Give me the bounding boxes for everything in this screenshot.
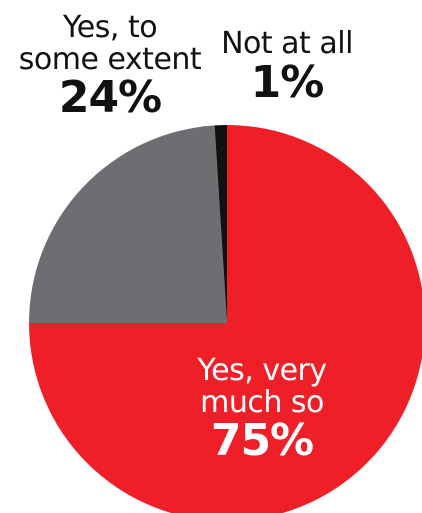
slice-label-some-extent: Yes, to some extent 24% <box>10 12 210 121</box>
slice-label-very-much-line-1: Yes, very <box>197 353 327 388</box>
pie-slice-not-at-all <box>214 125 227 323</box>
slice-value-not-at-all: 1% <box>250 56 325 108</box>
slice-label-not-at-all: Not at all 1% <box>212 28 362 106</box>
slice-label-very-much-line-2: much so <box>200 384 324 420</box>
slice-label-not-at-all-line-1: Not at all <box>221 26 353 61</box>
pie-slice-some-extent <box>29 125 227 323</box>
slice-value-very-much: 75% <box>210 415 314 466</box>
slice-label-some-extent-line-2: some extent <box>18 41 202 77</box>
slice-label-some-extent-line-1: Yes, to <box>62 10 158 45</box>
slice-value-some-extent: 24% <box>58 72 162 123</box>
slice-label-very-much: Yes, very much so 75% <box>162 355 362 464</box>
pie-slice-very-much <box>29 125 422 513</box>
